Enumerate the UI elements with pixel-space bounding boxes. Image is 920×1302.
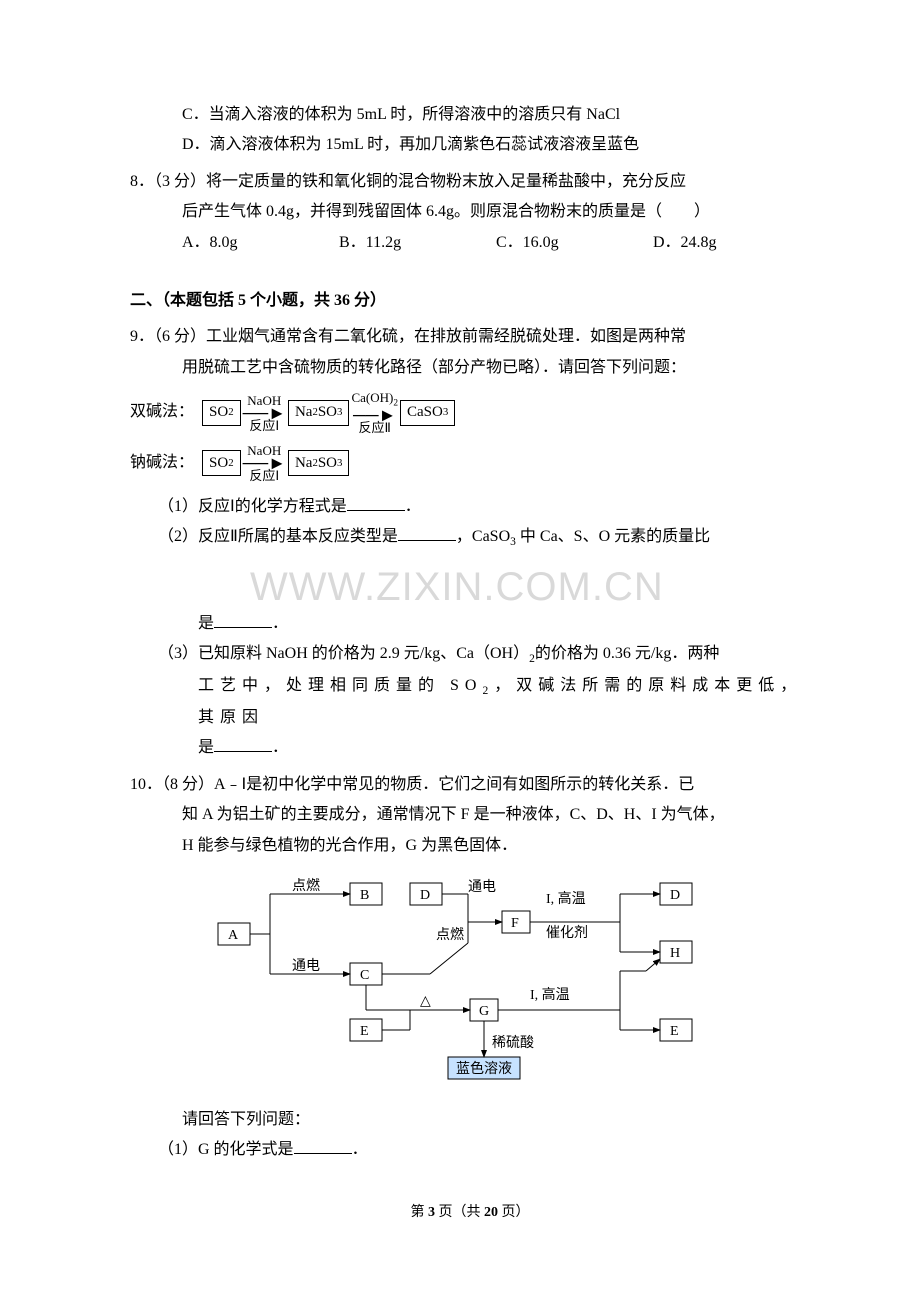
q9-chem-diagram: 双碱法： SO2 NaOH ──► 反应Ⅰ Na2SO3 Ca(OH)2 ──►… (130, 391, 810, 482)
blank (398, 525, 456, 542)
q8-option-d: D．24.8g (653, 228, 810, 258)
q10-stem-line3: H 能参与绿色植物的光合作用，G 为黑色固体． (130, 831, 810, 861)
arrow-r1-a: NaOH ──► 反应Ⅰ (243, 394, 286, 432)
box-na2so3-a: Na2SO3 (288, 400, 350, 426)
q7-option-d: D．滴入溶液体积为 15mL 时，再加几滴紫色石蕊试液溶液呈蓝色 (130, 130, 810, 160)
q9-chem-double: 双碱法： SO2 NaOH ──► 反应Ⅰ Na2SO3 Ca(OH)2 ──►… (130, 391, 810, 434)
q8-option-a: A．8.0g (182, 228, 339, 258)
watermark-text: WWW.ZIXIN.COM.CN (130, 549, 810, 625)
box-caso3: CaSO3 (400, 400, 455, 426)
box-so2-b: SO2 (202, 450, 241, 476)
svg-text:G: G (479, 1004, 489, 1019)
svg-text:A: A (228, 928, 239, 943)
q10-flowchart: A B C D E F G D H E 蓝色溶液 点燃 通电 通电 点燃 I, … (130, 871, 810, 1091)
svg-text:稀硫酸: 稀硫酸 (492, 1035, 534, 1051)
q9-part3-line1: （3）已知原料 NaOH 的价格为 2.9 元/kg、Ca（OH）2的价格为 0… (130, 639, 810, 671)
q9-stem-line1: 9．（6 分）工业烟气通常含有二氧化硫，在排放前需经脱硫处理．如图是两种常 (130, 322, 810, 352)
q9-part3-line2: 工艺中，处理相同质量的 SO2，双碱法所需的原料成本更低，其原因 (130, 671, 810, 733)
svg-text:F: F (511, 916, 519, 931)
svg-text:C: C (360, 968, 369, 983)
q8-options: A．8.0g B．11.2g C．16.0g D．24.8g (130, 228, 810, 258)
sodium-alkali-label: 钠碱法： (130, 448, 194, 478)
q10-stem-line2: 知 A 为铝土矿的主要成分，通常情况下 F 是一种液体，C、D、H、I 为气体， (130, 800, 810, 830)
arrow-r2: Ca(OH)2 ──► 反应Ⅱ (351, 391, 398, 434)
svg-text:△: △ (420, 994, 431, 1009)
svg-text:E: E (670, 1024, 679, 1039)
q9-chem-sodium: 钠碱法： SO2 NaOH ──► 反应Ⅰ Na2SO3 (130, 444, 810, 482)
svg-text:点燃: 点燃 (436, 926, 464, 943)
q10-stem-line1: 10．（8 分）A﹣Ⅰ是初中化学中常见的物质．它们之间有如图所示的转化关系．已 (130, 770, 810, 800)
q9-part1: （1）反应Ⅰ的化学方程式是． (130, 492, 810, 522)
q10-part1: （1）G 的化学式是． (130, 1135, 810, 1165)
svg-text:通电: 通电 (468, 879, 496, 895)
svg-text:H: H (670, 946, 680, 961)
svg-text:D: D (670, 888, 680, 903)
q9-stem-line2: 用脱硫工艺中含硫物质的转化路径（部分产物已略）．请回答下列问题： (130, 353, 810, 383)
q10-after: 请回答下列问题： (130, 1105, 810, 1135)
svg-text:点燃: 点燃 (292, 877, 320, 894)
arrow-r1-b: NaOH ──► 反应Ⅰ (243, 444, 286, 482)
svg-text:催化剂: 催化剂 (546, 925, 588, 941)
svg-text:I, 高温: I, 高温 (546, 890, 586, 907)
svg-text:I, 高温: I, 高温 (530, 986, 570, 1003)
svg-text:D: D (420, 888, 430, 903)
svg-text:E: E (360, 1024, 369, 1039)
svg-text:B: B (360, 888, 369, 903)
svg-text:蓝色溶液: 蓝色溶液 (456, 1060, 512, 1077)
double-alkali-label: 双碱法： (130, 397, 194, 427)
q8-option-b: B．11.2g (339, 228, 496, 258)
page-footer: 第 3 页（共 20 页） (130, 1200, 810, 1227)
q8-stem-line1: 8．（3 分）将一定质量的铁和氧化铜的混合物粉末放入足量稀盐酸中，充分反应 (130, 167, 810, 197)
blank (347, 494, 405, 511)
box-so2-a: SO2 (202, 400, 241, 426)
blank (294, 1138, 352, 1155)
q9-part3-line3: 是． (130, 733, 810, 763)
blank (214, 736, 272, 753)
q8-option-c: C．16.0g (496, 228, 653, 258)
box-na2so3-b: Na2SO3 (288, 450, 350, 476)
section-2-title: 二、（本题包括 5 个小题，共 36 分） (130, 286, 810, 316)
svg-text:通电: 通电 (292, 958, 320, 974)
q8-stem-line2: 后产生气体 0.4g，并得到残留固体 6.4g。则原混合物粉末的质量是（ ） (130, 197, 810, 227)
q7-option-c: C．当滴入溶液的体积为 5mL 时，所得溶液中的溶质只有 NaCl (130, 100, 810, 130)
